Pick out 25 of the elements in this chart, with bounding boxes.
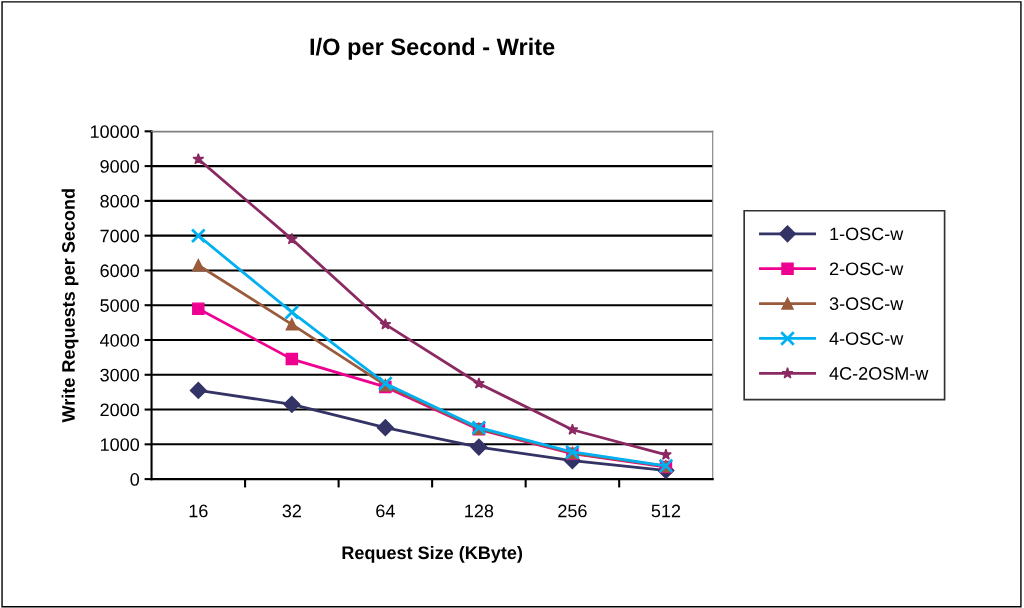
y-tick-label: 9000 bbox=[100, 160, 140, 173]
y-tick-label: 7000 bbox=[100, 229, 140, 243]
y-tick-label: 8000 bbox=[100, 194, 140, 208]
x-tick-label: 128 bbox=[465, 504, 494, 518]
legend-label: 2-OSC-w bbox=[829, 262, 904, 276]
y-tick-label: 10000 bbox=[90, 125, 140, 139]
y-tick-label: 1000 bbox=[100, 438, 140, 452]
chart-title: I/O per Second - Write bbox=[310, 37, 555, 60]
legend-label: 4C-2OSM-w bbox=[829, 367, 929, 380]
legend-label: 4-OSC-w bbox=[829, 332, 904, 345]
y-tick-label: 4000 bbox=[100, 333, 140, 347]
legend-label: 1-OSC-w bbox=[830, 227, 904, 241]
y-tick-label: 0 bbox=[130, 473, 140, 486]
y-axis-title: Write Requests per Second bbox=[61, 189, 79, 423]
x-tick-label: 16 bbox=[189, 504, 208, 518]
y-tick-label: 2000 bbox=[100, 403, 140, 417]
legend-label: 3-OSC-w bbox=[829, 297, 904, 311]
x-tick-label: 512 bbox=[651, 504, 681, 518]
x-tick-label: 32 bbox=[282, 504, 301, 518]
y-tick-label: 6000 bbox=[100, 264, 140, 278]
y-tick-label: 3000 bbox=[100, 368, 140, 382]
x-axis-title: Request Size (KByte) bbox=[342, 545, 523, 563]
x-tick-label: 64 bbox=[376, 504, 395, 518]
x-tick-label: 256 bbox=[558, 504, 587, 518]
y-tick-label: 5000 bbox=[100, 299, 140, 312]
